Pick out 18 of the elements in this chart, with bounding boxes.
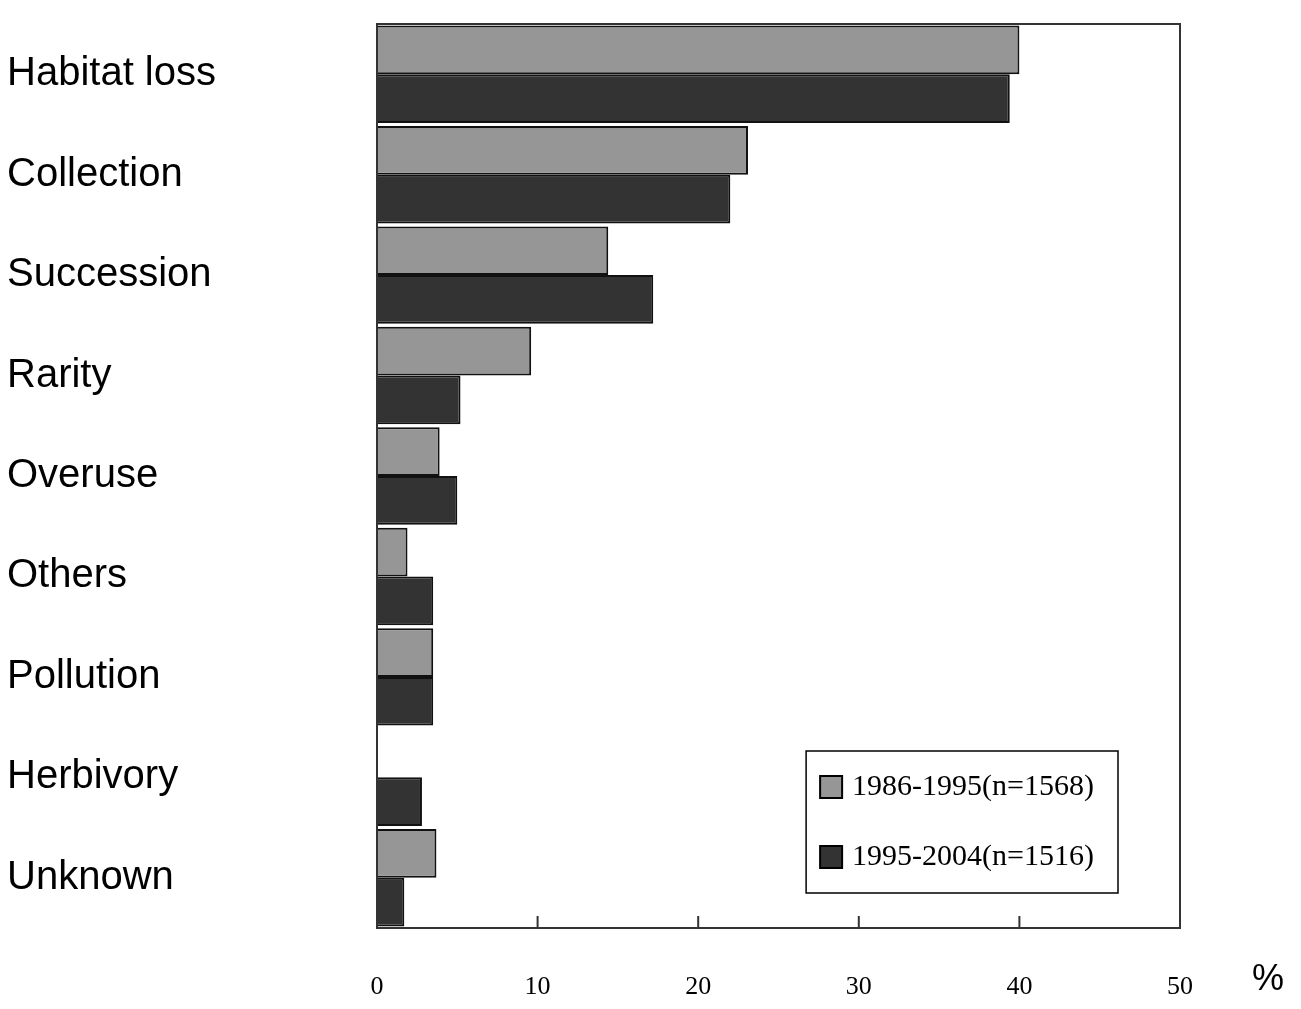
x-tick-label: 20 xyxy=(685,971,712,1001)
y-tick-label: Pollution xyxy=(7,651,161,696)
legend-label: 1995-2004(n=1516) xyxy=(852,837,1094,872)
legend-label: 1986-1995(n=1568) xyxy=(852,767,1094,802)
y-tick-label: Rarity xyxy=(7,350,112,395)
y-tick-label: Herbivory xyxy=(7,752,179,797)
x-tick-label: 40 xyxy=(1006,971,1033,1001)
x-tick-label: 30 xyxy=(845,971,872,1001)
y-tick-label: Succession xyxy=(7,250,212,295)
x-axis-title: % xyxy=(1252,956,1285,998)
y-tick-label: Collection xyxy=(7,149,183,194)
y-tick-label: Unknown xyxy=(7,852,174,897)
x-tick-label: 50 xyxy=(1167,971,1193,1001)
y-tick-label: Overuse xyxy=(7,451,159,496)
x-tick-label: 10 xyxy=(524,971,551,1001)
y-tick-label: Habitat loss xyxy=(7,49,216,94)
y-tick-label: Others xyxy=(7,551,128,596)
x-tick-label: 0 xyxy=(370,971,384,1001)
